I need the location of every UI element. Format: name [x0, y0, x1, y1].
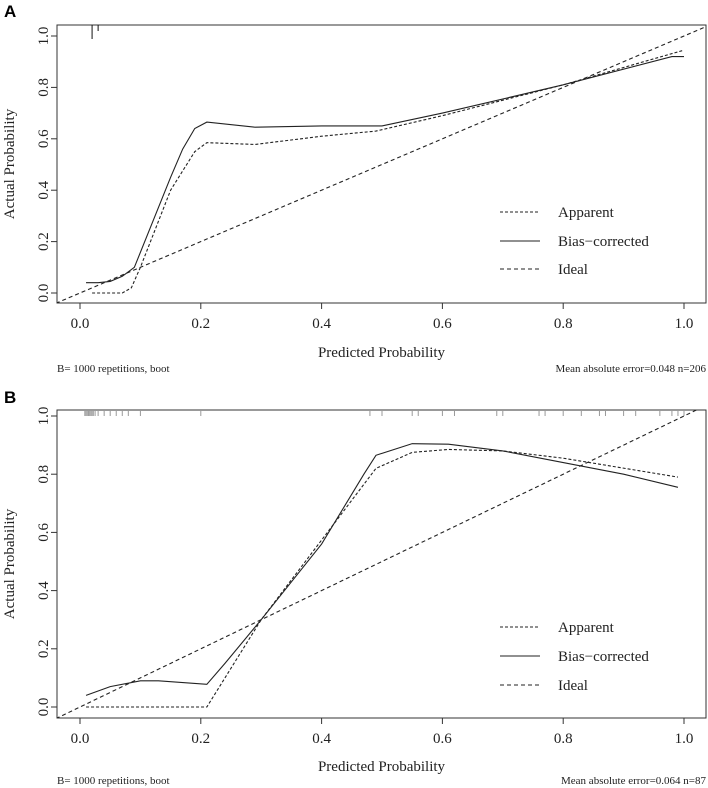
x-tick-label: 0.8 — [554, 316, 573, 332]
y-axis-label: Actual Probability — [2, 508, 18, 619]
y-tick-label: 0.2 — [36, 639, 52, 658]
legend-label: Bias−corrected — [558, 234, 649, 250]
footnote-left: B= 1000 repetitions, boot — [57, 775, 170, 787]
y-tick-label: 0.6 — [36, 129, 52, 148]
x-tick-label: 0.8 — [554, 731, 573, 747]
legend-label: Apparent — [558, 205, 615, 221]
legend-label: Apparent — [558, 620, 615, 636]
y-tick-label: 0.6 — [36, 523, 52, 542]
x-tick-label: 1.0 — [675, 731, 694, 747]
y-tick-label: 1.0 — [36, 407, 52, 426]
panel-label: B — [4, 388, 16, 407]
series-line-apparent — [92, 49, 685, 294]
y-tick-label: 1.0 — [36, 27, 52, 46]
y-tick-label: 0.0 — [36, 284, 52, 303]
x-tick-label: 0.0 — [71, 316, 90, 332]
footnote-left: B= 1000 repetitions, boot — [57, 363, 170, 375]
footnote-right: Mean absolute error=0.064 n=87 — [561, 775, 706, 787]
calibration-plot-b: B 0.0 0.2 0.4 0.6 0.8 1.0 0.0 0.2 0.4 0.6 0.8 1.0 Pre… — [2, 388, 707, 787]
footnote-right: Mean absolute error=0.048 n=206 — [556, 363, 707, 375]
y-tick-label: 0.8 — [36, 78, 52, 97]
legend-label: Ideal — [558, 262, 588, 278]
series-line-apparent — [86, 448, 679, 708]
x-tick-label: 0.6 — [433, 731, 452, 747]
y-tick-label: 0.2 — [36, 232, 52, 251]
y-axis-label: Actual Probability — [2, 108, 18, 219]
y-tick-label: 0.0 — [36, 698, 52, 717]
x-tick-label: 1.0 — [675, 316, 694, 332]
panel-label: A — [4, 2, 16, 21]
x-axis-label: Predicted Probability — [318, 759, 446, 775]
plot-frame — [56, 24, 707, 304]
x-tick-label: 0.2 — [191, 731, 210, 747]
plot-frame — [56, 409, 707, 719]
x-tick-label: 0.6 — [433, 316, 452, 332]
x-tick-label: 0.2 — [191, 316, 210, 332]
legend-label: Bias−corrected — [558, 649, 649, 665]
calibration-plot-a: A 0.0 0.2 0.4 0.6 0.8 1.0 0.0 0.2 0.4 0.6 0.8 1.0 Pre… — [2, 2, 707, 375]
series-line-bias-corrected — [86, 56, 684, 284]
y-tick-label: 0.4 — [36, 581, 52, 600]
x-tick-label: 0.0 — [71, 731, 90, 747]
series-line-ideal — [57, 410, 698, 718]
x-axis-label: Predicted Probability — [318, 345, 446, 361]
x-tick-label: 0.4 — [312, 316, 331, 332]
series-line-ideal — [57, 26, 706, 303]
x-tick-label: 0.4 — [312, 731, 331, 747]
legend-label: Ideal — [558, 678, 588, 694]
y-tick-label: 0.4 — [36, 180, 52, 199]
y-tick-label: 0.8 — [36, 465, 52, 484]
series-line-bias-corrected — [85, 443, 679, 696]
